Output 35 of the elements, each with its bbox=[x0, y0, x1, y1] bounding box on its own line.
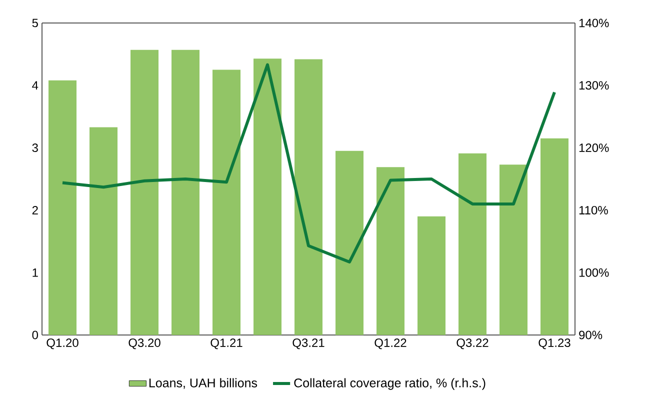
bar bbox=[254, 58, 282, 335]
bar bbox=[458, 153, 486, 335]
x-tick-label: Q3.20 bbox=[128, 338, 160, 350]
bar bbox=[130, 50, 159, 335]
y2-tick-label: 130% bbox=[579, 81, 609, 90]
bar bbox=[90, 127, 118, 335]
y-tick-label: 5 bbox=[32, 18, 38, 28]
y2-tick-label: 100% bbox=[579, 268, 609, 277]
legend-label: Collateral coverage ratio, % (r.h.s.) bbox=[294, 378, 486, 390]
bar bbox=[540, 138, 568, 335]
bar bbox=[48, 80, 77, 335]
x-tick-label: Q1.23 bbox=[538, 338, 570, 350]
x-tick-label: Q1.22 bbox=[374, 338, 406, 350]
y2-tick-label: 110% bbox=[579, 206, 608, 214]
y-tick-label: 3 bbox=[32, 144, 38, 152]
bar bbox=[376, 167, 404, 335]
x-tick-label: Q3.22 bbox=[456, 338, 488, 350]
bar bbox=[212, 70, 241, 335]
y-tick-label: 2 bbox=[32, 206, 38, 214]
y2-tick-label: 90% bbox=[579, 330, 602, 340]
bar bbox=[418, 216, 446, 335]
line-series bbox=[61, 63, 556, 264]
bar bbox=[499, 164, 528, 335]
y-tick-label: 1 bbox=[32, 268, 38, 277]
x-tick-label: Q1.21 bbox=[210, 338, 242, 350]
y2-tick-label: 120% bbox=[579, 144, 609, 152]
y-tick-label: 0 bbox=[32, 330, 38, 340]
y2-tick-label: 140% bbox=[579, 18, 609, 28]
y-tick-label: 4 bbox=[32, 81, 38, 90]
bar bbox=[172, 50, 200, 335]
bar bbox=[336, 150, 364, 335]
legend-label: Loans, UAH billions bbox=[149, 378, 258, 389]
x-tick-label: Q1.20 bbox=[46, 338, 78, 350]
bar bbox=[294, 59, 322, 335]
x-tick-label: Q3.21 bbox=[292, 338, 324, 350]
